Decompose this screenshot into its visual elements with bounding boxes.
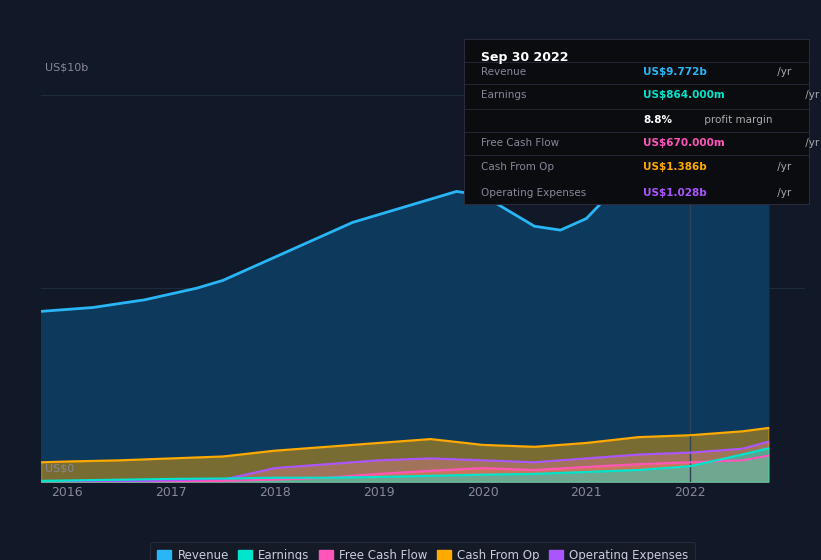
Text: /yr: /yr [802,138,819,148]
Text: Earnings: Earnings [481,90,526,100]
Text: US$1.028b: US$1.028b [643,188,707,198]
Legend: Revenue, Earnings, Free Cash Flow, Cash From Op, Operating Expenses: Revenue, Earnings, Free Cash Flow, Cash … [150,542,695,560]
Text: US$0: US$0 [45,463,74,473]
Text: /yr: /yr [802,90,819,100]
Text: /yr: /yr [773,188,791,198]
Text: /yr: /yr [773,67,791,77]
Text: Operating Expenses: Operating Expenses [481,188,586,198]
Text: Sep 30 2022: Sep 30 2022 [481,51,569,64]
Text: profit margin: profit margin [701,115,773,125]
Text: US$670.000m: US$670.000m [643,138,725,148]
Text: 8.8%: 8.8% [643,115,672,125]
Text: Free Cash Flow: Free Cash Flow [481,138,559,148]
Text: US$9.772b: US$9.772b [643,67,707,77]
Text: Cash From Op: Cash From Op [481,162,554,172]
Text: US$864.000m: US$864.000m [643,90,725,100]
Text: Revenue: Revenue [481,67,526,77]
Text: US$1.386b: US$1.386b [643,162,707,172]
Text: /yr: /yr [773,162,791,172]
Text: US$10b: US$10b [45,62,88,72]
